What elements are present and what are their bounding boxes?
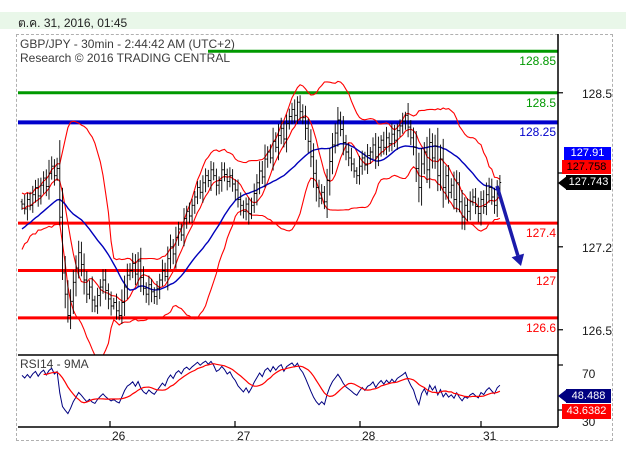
x-axis-day-26: 26 bbox=[112, 429, 126, 443]
level-label-s2: 127 bbox=[535, 273, 556, 288]
rsi-axis-tick-70: 70 bbox=[582, 367, 596, 381]
prev-price-badge: 127.758 bbox=[562, 160, 611, 174]
rsi-ma-value-badge: 43.6382 bbox=[562, 404, 611, 419]
rsi-panel-title: RSI14 - 9MA bbox=[20, 357, 89, 371]
last-price-badge: 127.743 bbox=[566, 175, 611, 190]
x-axis-day-28: 28 bbox=[362, 429, 376, 443]
y-axis-tick-126-5: 126.5 bbox=[582, 323, 613, 338]
chart-title: GBP/JPY - 30min - 2:44:42 AM (UTC+2) bbox=[20, 37, 235, 51]
header-datetime: ต.ค. 31, 2016, 01:45 bbox=[18, 16, 128, 30]
rsi-value-badge: 48.488 bbox=[566, 389, 611, 403]
y-axis-tick-127-2: 127.2 bbox=[582, 240, 613, 255]
chart-copyright: Research © 2016 TRADING CENTRAL bbox=[20, 51, 231, 65]
x-axis-day-31: 31 bbox=[483, 429, 497, 443]
level-label-s1: 127.4 bbox=[525, 226, 556, 241]
level-label-r3: 128.85 bbox=[519, 54, 556, 69]
y-axis-tick-128-5: 128.5 bbox=[582, 86, 613, 101]
level-label-s3: 126.6 bbox=[525, 320, 556, 335]
date-header-bar: ต.ค. 31, 2016, 01:45 bbox=[0, 12, 626, 30]
bid-price-badge: 127.91 bbox=[564, 147, 611, 160]
level-label-r1: 128.25 bbox=[519, 125, 556, 140]
x-axis-day-27: 27 bbox=[237, 429, 251, 443]
level-label-r2: 128.5 bbox=[525, 95, 556, 110]
